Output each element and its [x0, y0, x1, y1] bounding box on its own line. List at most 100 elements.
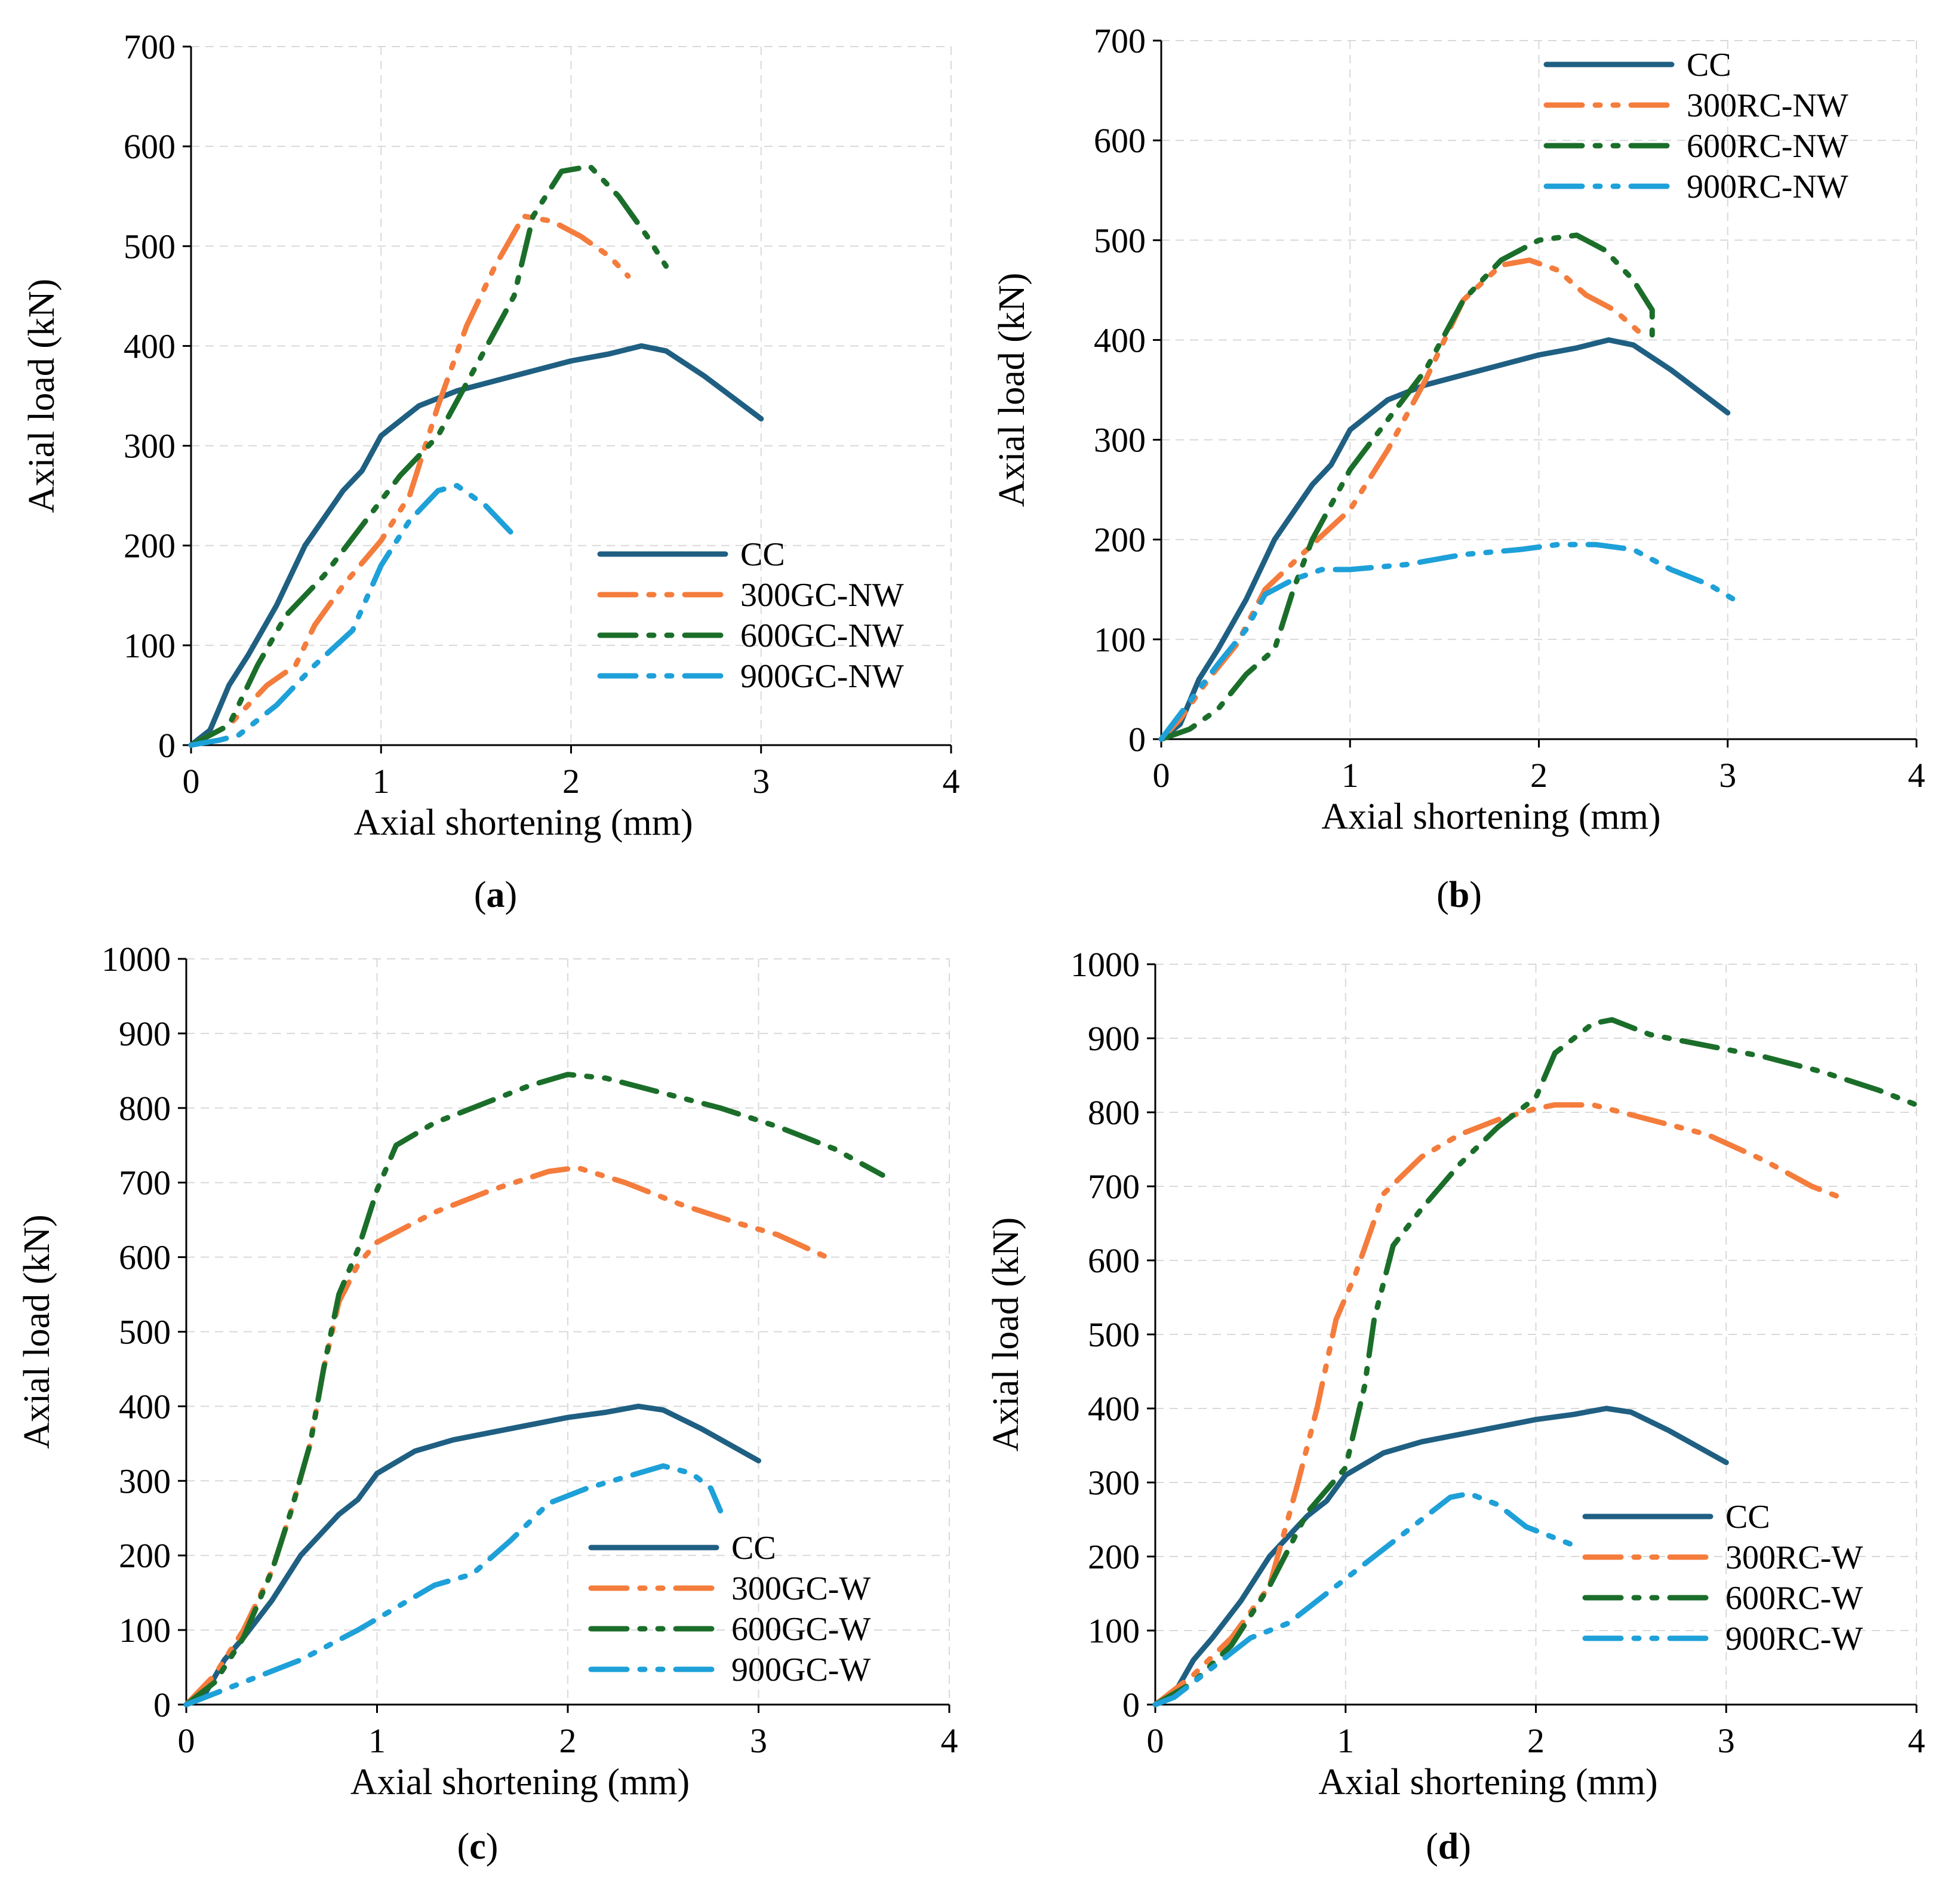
- y-tick-label: 500: [1094, 221, 1146, 260]
- x-axis-title: Axial shortening (mm): [353, 802, 693, 843]
- panel-label-b: (b): [1436, 875, 1482, 915]
- x-tick-label: 4: [941, 1721, 958, 1760]
- x-tick-label: 3: [1719, 756, 1736, 795]
- y-tick-label: 100: [124, 626, 176, 665]
- panel-label-a: (a): [473, 875, 518, 915]
- x-tick-label: 3: [1718, 1721, 1735, 1760]
- y-tick-label: 600: [1088, 1241, 1140, 1280]
- chart-a: 0 1 2 3 4 0 100 200 300 400 500 600 700 Axial shorten…: [21, 27, 960, 843]
- y-tick-label: 300: [1094, 421, 1146, 460]
- series-line-300RC-NW: [1158, 257, 1645, 742]
- x-tick-label: 4: [1908, 756, 1925, 795]
- y-tick-label: 400: [119, 1387, 171, 1426]
- y-tick-label: 900: [119, 1014, 171, 1053]
- y-tick-label: 0: [1128, 720, 1146, 759]
- legend-label-600RC-NW: 600RC-NW: [1687, 128, 1848, 165]
- legend-label-900RC-NW: 900RC-NW: [1687, 168, 1848, 205]
- x-tick-label: 1: [1342, 756, 1359, 795]
- chart-d: 0 1 2 3 4 0 100 200 300 400 500 600 700 800 900 1000 Axi…: [986, 945, 1925, 1803]
- y-tick-label: 0: [1122, 1685, 1140, 1724]
- x-tick-label: 1: [1337, 1721, 1354, 1760]
- y-tick-label: 500: [1088, 1315, 1140, 1354]
- x-tick-label: 2: [559, 1721, 577, 1760]
- legend-label-900GC-NW: 900GC-NW: [740, 658, 904, 695]
- legend-label-CC: CC: [740, 536, 785, 573]
- x-tick-label: 3: [750, 1721, 767, 1760]
- chart-b: 0 1 2 3 4 0 100 200 300 400 500 600 700 Axial shorten…: [992, 21, 1925, 837]
- y-tick-label: 200: [119, 1536, 171, 1575]
- series-line-300RC-W: [1152, 1102, 1843, 1708]
- x-tick-label: 1: [368, 1721, 386, 1760]
- x-tick-label: 0: [178, 1721, 195, 1760]
- panel-label-c: (c): [457, 1826, 499, 1867]
- y-tick-label: 0: [158, 726, 176, 765]
- legend-label-CC: CC: [1725, 1499, 1770, 1536]
- legend-label-900GC-W: 900GC-W: [731, 1651, 870, 1688]
- y-tick-label: 1000: [1070, 945, 1140, 984]
- x-tick-label: 3: [752, 762, 770, 801]
- legend-label-900RC-W: 900RC-W: [1725, 1620, 1863, 1657]
- x-tick-label: 4: [1908, 1721, 1925, 1760]
- legend-label-600GC-NW: 600GC-NW: [740, 617, 904, 654]
- series-line-CC: [188, 343, 764, 748]
- y-axis-title: Axial load (kN): [986, 1217, 1026, 1452]
- y-axis-title: Axial load (kN): [992, 273, 1032, 507]
- legend-label-300RC-NW: 300RC-NW: [1687, 87, 1848, 124]
- y-tick-label: 0: [153, 1685, 171, 1724]
- legend-label-CC: CC: [1687, 47, 1731, 84]
- y-tick-label: 900: [1088, 1019, 1140, 1058]
- y-tick-label: 500: [119, 1313, 171, 1352]
- y-tick-label: 600: [119, 1238, 171, 1277]
- panel-label-d: (d): [1426, 1826, 1471, 1867]
- x-axis-title: Axial shortening (mm): [1321, 796, 1660, 837]
- series-line-CC: [1152, 1405, 1729, 1708]
- y-tick-label: 700: [1094, 21, 1146, 60]
- legend-label-600RC-W: 600RC-W: [1725, 1580, 1863, 1617]
- series-line-CC: [183, 1403, 761, 1708]
- x-tick-label: 0: [183, 762, 200, 801]
- x-tick-label: 2: [1527, 1721, 1545, 1760]
- y-tick-label: 200: [1088, 1537, 1140, 1576]
- x-tick-label: 0: [1153, 756, 1170, 795]
- y-tick-label: 800: [1088, 1093, 1140, 1132]
- x-tick-label: 2: [562, 762, 580, 801]
- legend-label-300GC-NW: 300GC-NW: [740, 577, 904, 614]
- x-tick-label: 2: [1530, 756, 1548, 795]
- series-line-CC: [1158, 337, 1731, 742]
- x-axis-title: Axial shortening (mm): [1318, 1762, 1657, 1803]
- series-line-300GC-NW: [188, 213, 631, 748]
- y-tick-label: 100: [1094, 620, 1146, 659]
- series-line-900RC-W: [1152, 1491, 1577, 1708]
- y-tick-label: 600: [1094, 121, 1146, 160]
- y-tick-label: 400: [1094, 321, 1146, 359]
- y-tick-label: 300: [119, 1462, 171, 1500]
- legend-label-600GC-W: 600GC-W: [731, 1611, 870, 1648]
- series-line-600RC-W: [1152, 1017, 1919, 1708]
- x-axis-title: Axial shortening (mm): [350, 1762, 690, 1803]
- x-tick-label: 1: [373, 762, 390, 801]
- y-tick-label: 700: [1088, 1167, 1140, 1206]
- y-axis-title: Axial load (kN): [17, 1214, 57, 1449]
- series-line-600GC-NW: [188, 164, 669, 748]
- y-tick-label: 1000: [101, 940, 171, 979]
- series-line-600GC-W: [183, 1072, 885, 1708]
- legend-label-CC: CC: [731, 1530, 776, 1567]
- y-tick-label: 500: [124, 227, 176, 266]
- y-tick-label: 100: [1088, 1611, 1140, 1650]
- y-tick-label: 300: [124, 427, 176, 466]
- y-tick-label: 100: [119, 1611, 171, 1650]
- y-tick-label: 700: [119, 1164, 171, 1202]
- y-tick-label: 700: [124, 27, 176, 66]
- x-tick-label: 4: [943, 762, 960, 801]
- y-tick-label: 300: [1088, 1463, 1140, 1502]
- y-tick-label: 800: [119, 1089, 171, 1128]
- y-tick-label: 400: [124, 327, 176, 365]
- legend-label-300GC-W: 300GC-W: [731, 1570, 870, 1607]
- y-tick-label: 200: [124, 527, 176, 565]
- series-line-900GC-NW: [188, 482, 517, 748]
